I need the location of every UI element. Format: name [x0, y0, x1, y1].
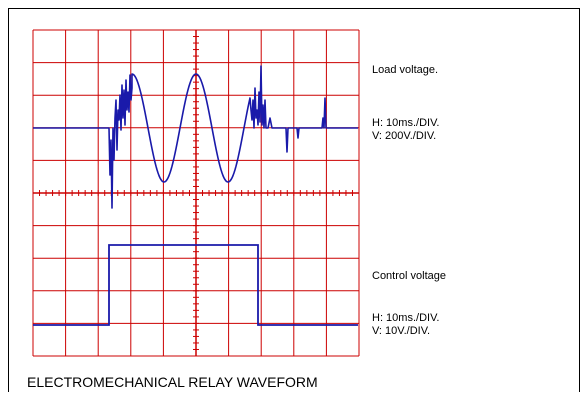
load-v-scale: V: 200V./DIV.	[372, 130, 437, 142]
control-h-scale: H: 10ms./DIV.	[372, 312, 440, 324]
control-voltage-trace	[33, 244, 358, 326]
control-v-scale: V: 10V./DIV.	[372, 325, 431, 337]
load-voltage-title: Load voltage.	[372, 64, 439, 76]
diagram-caption: ELECTROMECHANICAL RELAY WAVEFORM	[27, 374, 318, 390]
load-h-scale: H: 10ms./DIV.	[372, 117, 440, 129]
control-voltage-title: Control voltage	[372, 270, 446, 282]
diagram-frame	[8, 8, 580, 392]
load-voltage-trace	[33, 65, 358, 209]
